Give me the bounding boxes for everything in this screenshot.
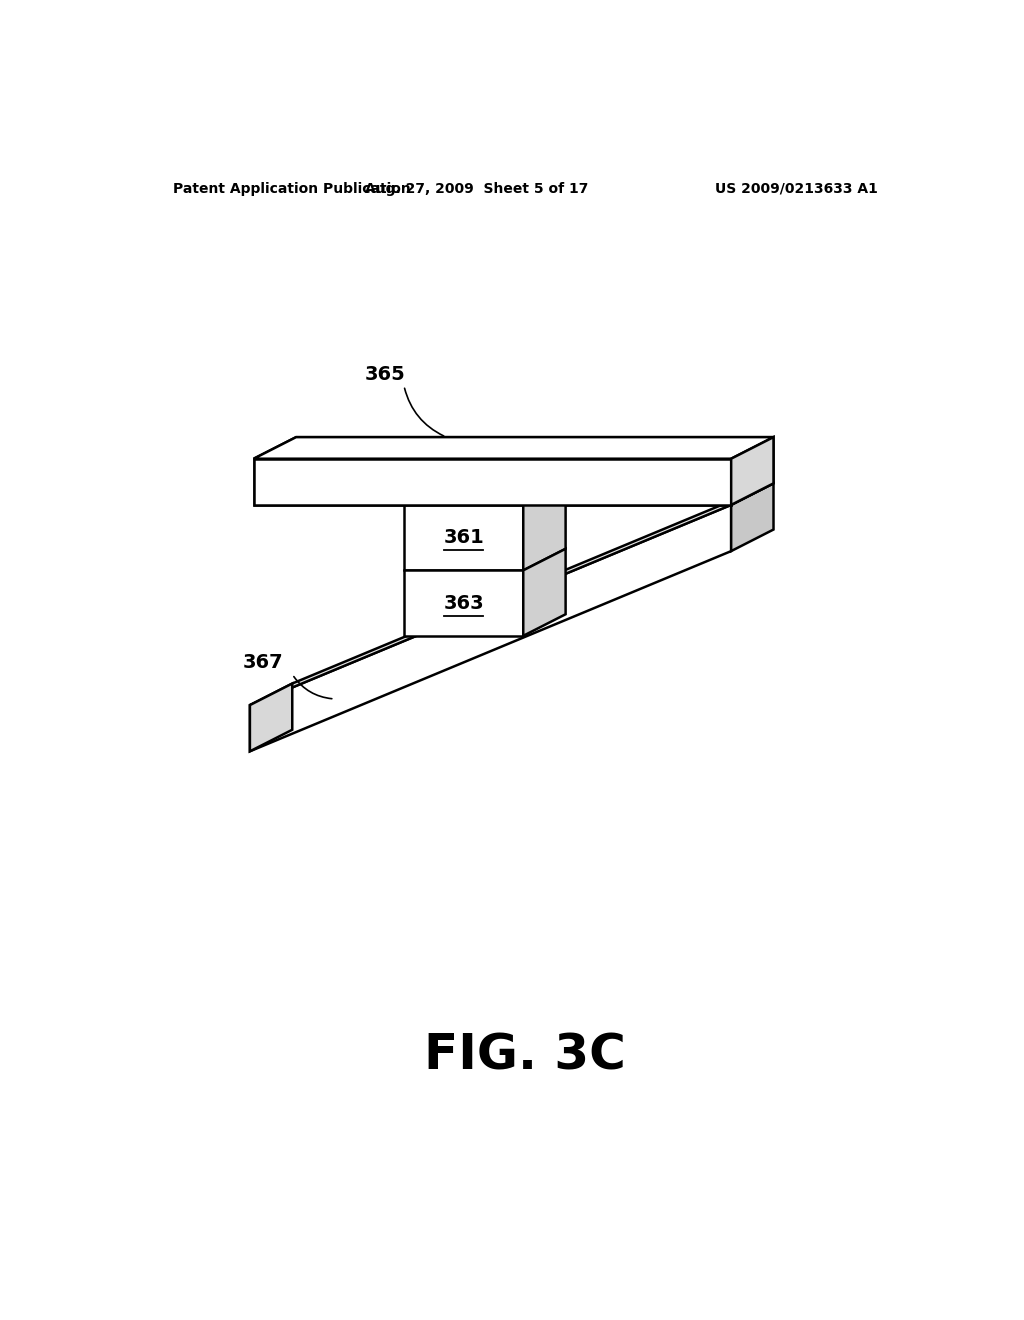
Polygon shape bbox=[403, 570, 523, 636]
Polygon shape bbox=[523, 549, 565, 636]
Polygon shape bbox=[731, 437, 773, 506]
Text: Aug. 27, 2009  Sheet 5 of 17: Aug. 27, 2009 Sheet 5 of 17 bbox=[366, 182, 589, 195]
Text: FIG. 3C: FIG. 3C bbox=[424, 1031, 626, 1080]
Polygon shape bbox=[250, 684, 292, 751]
Text: 363: 363 bbox=[443, 594, 484, 612]
Polygon shape bbox=[254, 437, 773, 459]
Polygon shape bbox=[403, 506, 523, 570]
FancyArrowPatch shape bbox=[294, 677, 332, 698]
Text: US 2009/0213633 A1: US 2009/0213633 A1 bbox=[715, 182, 878, 195]
Polygon shape bbox=[523, 483, 565, 570]
Text: Patent Application Publication: Patent Application Publication bbox=[173, 182, 411, 195]
Text: 367: 367 bbox=[243, 653, 283, 672]
Polygon shape bbox=[731, 483, 773, 552]
FancyArrowPatch shape bbox=[404, 388, 443, 436]
Polygon shape bbox=[731, 437, 773, 506]
Polygon shape bbox=[250, 483, 773, 705]
Text: 361: 361 bbox=[443, 528, 484, 546]
Polygon shape bbox=[254, 459, 731, 506]
Polygon shape bbox=[254, 459, 731, 506]
Text: 365: 365 bbox=[365, 364, 406, 384]
Polygon shape bbox=[250, 506, 731, 751]
Polygon shape bbox=[254, 437, 773, 459]
